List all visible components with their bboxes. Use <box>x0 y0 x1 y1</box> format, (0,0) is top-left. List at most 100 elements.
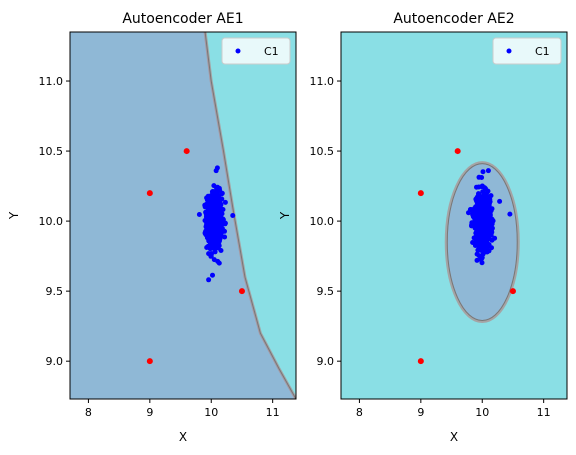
series-c1 <box>196 165 236 283</box>
red-point <box>417 358 424 365</box>
c1-point <box>204 222 210 228</box>
c1-point <box>216 260 222 266</box>
c1-point <box>212 215 218 221</box>
c1-point <box>474 251 480 257</box>
c1-point <box>484 240 490 246</box>
subplot-ae2: 8 9 10 11 9.0 9.5 10.0 10.5 11.0 Autoencoder AE2 X… <box>278 11 568 444</box>
x-tick-label: 9 <box>146 406 153 419</box>
c1-point <box>222 221 228 227</box>
c1-point <box>474 217 480 223</box>
red-point <box>146 358 153 365</box>
decision-boundary <box>444 161 520 324</box>
x-axis-label: X <box>450 430 458 444</box>
c1-point <box>480 189 486 195</box>
region-inside <box>70 32 296 399</box>
red-point <box>417 190 424 197</box>
x-tick-label: 11 <box>537 406 551 419</box>
y-tick-label: 11.0 <box>310 75 335 88</box>
c1-point <box>210 272 215 278</box>
c1-point <box>478 241 484 247</box>
chart-title: Autoencoder AE1 <box>122 11 243 27</box>
red-point <box>509 288 516 295</box>
c1-point <box>507 211 513 217</box>
c1-point <box>215 194 221 200</box>
axes-frame <box>69 31 297 400</box>
c1-point <box>215 230 221 236</box>
series-red <box>417 148 516 365</box>
c1-point <box>211 257 217 263</box>
c1-point <box>492 235 498 241</box>
c1-point <box>219 196 225 202</box>
legend: C1 <box>492 37 562 65</box>
c1-point <box>487 211 493 217</box>
c1-point <box>476 196 482 202</box>
red-point <box>183 148 190 155</box>
c1-point <box>467 207 473 212</box>
c1-point <box>212 220 217 226</box>
c1-point <box>196 212 202 217</box>
c1-point <box>475 204 481 210</box>
series-red <box>146 148 245 365</box>
c1-point <box>211 183 217 189</box>
legend-marker <box>506 48 512 54</box>
series-c1 <box>466 168 513 266</box>
c1-point <box>479 183 485 189</box>
decision-boundary-line <box>446 163 518 322</box>
x-tick-label: 8 <box>356 406 363 419</box>
c1-point <box>487 196 493 202</box>
c1-point <box>213 242 219 248</box>
c1-point <box>478 237 483 243</box>
x-tick-label: 8 <box>85 406 92 419</box>
c1-point <box>204 197 210 203</box>
c1-point <box>480 169 486 175</box>
c1-point <box>479 175 485 180</box>
c1-point <box>219 190 225 196</box>
c1-point <box>485 168 491 174</box>
y-tick-label: 10.0 <box>310 215 335 228</box>
x-tick-label: 11 <box>266 406 280 419</box>
c1-point <box>482 199 488 204</box>
c1-point <box>222 199 228 205</box>
c1-point <box>204 230 210 236</box>
c1-point <box>473 238 479 244</box>
y-tick-label: 9.5 <box>317 285 335 298</box>
c1-point <box>480 210 486 216</box>
y-tick-label: 10.5 <box>39 145 64 158</box>
c1-point <box>208 253 214 259</box>
c1-point <box>482 205 488 211</box>
c1-point <box>213 168 219 174</box>
x-tick-label: 9 <box>417 406 424 419</box>
c1-point <box>203 209 209 215</box>
c1-point <box>472 208 478 214</box>
c1-point <box>206 277 212 283</box>
c1-point <box>216 215 222 221</box>
c1-point <box>219 226 225 231</box>
c1-point <box>478 229 484 235</box>
c1-point <box>220 217 226 223</box>
legend-marker <box>235 48 241 54</box>
plot-area <box>341 32 567 399</box>
y-tick-label: 10.0 <box>39 215 64 228</box>
c1-point <box>209 205 215 211</box>
x-tick-label: 10 <box>204 406 218 419</box>
decision-boundary-line <box>204 32 296 399</box>
c1-point <box>212 249 218 255</box>
c1-point <box>497 198 503 204</box>
plot-area <box>70 32 296 399</box>
y-axis-label: Y <box>278 211 292 220</box>
c1-point <box>204 216 210 221</box>
legend-label: C1 <box>264 45 279 58</box>
c1-point <box>474 257 480 263</box>
c1-point <box>230 213 236 218</box>
legend: C1 <box>221 37 291 65</box>
c1-point <box>216 222 222 228</box>
c1-point <box>481 217 487 222</box>
c1-point <box>209 228 215 233</box>
x-axis-label: X <box>179 430 187 444</box>
c1-point <box>211 199 217 205</box>
chart-title: Autoencoder AE2 <box>393 11 514 27</box>
c1-point <box>222 234 228 240</box>
x-tick-label: 10 <box>475 406 489 419</box>
c1-point <box>484 249 490 255</box>
y-tick-label: 10.5 <box>310 145 335 158</box>
